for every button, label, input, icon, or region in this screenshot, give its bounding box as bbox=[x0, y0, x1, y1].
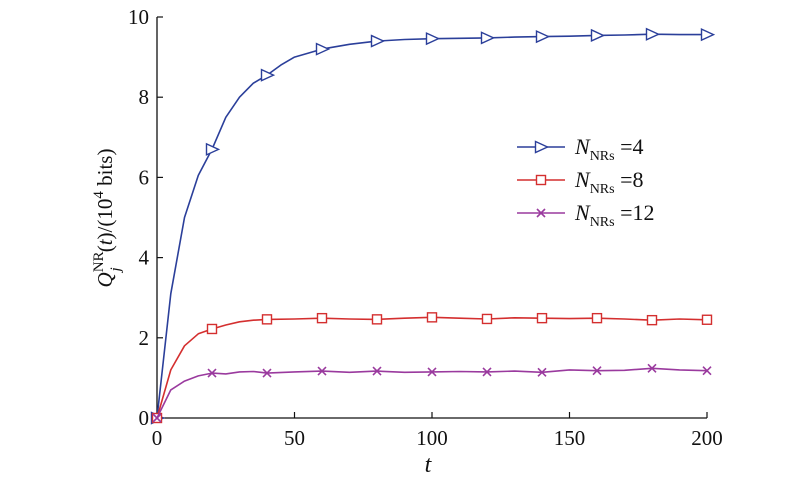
triangle-marker bbox=[645, 27, 661, 41]
triangle-marker bbox=[590, 28, 606, 43]
legend-label: NNRs =12 bbox=[574, 200, 655, 230]
x-marker bbox=[537, 367, 547, 377]
triangle-marker bbox=[205, 142, 221, 156]
y-tick-label: 0 bbox=[139, 406, 150, 430]
x-marker bbox=[152, 413, 162, 423]
square-marker bbox=[591, 312, 603, 324]
legend-label-symbol: N bbox=[574, 200, 591, 225]
y-tick-label: 8 bbox=[139, 85, 150, 109]
y-tick-label: 6 bbox=[139, 165, 150, 189]
legend-label-value: =12 bbox=[615, 200, 655, 225]
square-marker bbox=[261, 314, 273, 325]
legend-label: NNRs =4 bbox=[574, 134, 644, 164]
legend-triangle-marker bbox=[534, 140, 550, 154]
legend-label: NNRs =8 bbox=[574, 167, 644, 197]
y-axis-title: QNRj (t)/(104 bits) bbox=[91, 149, 124, 288]
legend-label-symbol: N bbox=[574, 167, 591, 192]
square-marker bbox=[371, 314, 383, 325]
x-tick-label: 200 bbox=[691, 426, 723, 450]
triangle-marker bbox=[480, 31, 496, 45]
square-marker bbox=[646, 314, 658, 326]
y-tick-label: 2 bbox=[139, 326, 150, 350]
axis-ticks: 0 50 100 150 200 0 2 4 6 8 10 bbox=[128, 5, 723, 450]
triangle-marker bbox=[700, 28, 716, 42]
series-2 bbox=[151, 312, 713, 424]
x-marker bbox=[262, 368, 272, 378]
x-tick-label: 50 bbox=[284, 426, 305, 450]
series-line bbox=[156, 33, 707, 419]
y-axis-title-main: Q bbox=[93, 272, 117, 287]
y-axis-title-subscript: j bbox=[108, 267, 124, 273]
y-axis-title-variable: t bbox=[93, 238, 117, 245]
legend-label-subscript: NRs bbox=[590, 149, 615, 164]
y-tick-label: 4 bbox=[139, 246, 150, 270]
legend-square-marker bbox=[535, 174, 547, 186]
series-layer bbox=[150, 27, 716, 425]
y-axis-title-unit: bits) bbox=[93, 149, 117, 192]
series-line bbox=[156, 316, 708, 419]
y-tick-label: 10 bbox=[128, 5, 149, 29]
x-marker bbox=[702, 366, 712, 376]
x-marker bbox=[482, 367, 492, 377]
legend-label-value: =8 bbox=[615, 167, 644, 192]
legend-entry: NNRs =8 bbox=[517, 167, 644, 197]
square-marker bbox=[701, 314, 713, 325]
square-marker bbox=[536, 312, 548, 324]
triangle-marker bbox=[370, 34, 386, 48]
square-marker bbox=[426, 312, 438, 323]
series-3 bbox=[152, 363, 712, 423]
series-line bbox=[156, 367, 708, 419]
x-marker bbox=[647, 363, 657, 373]
square-marker bbox=[316, 312, 328, 324]
x-tick-label: 100 bbox=[416, 426, 448, 450]
x-marker bbox=[427, 367, 437, 377]
legend-label-subscript: NRs bbox=[590, 182, 615, 197]
legend-entry: NNRs =12 bbox=[517, 200, 655, 230]
y-axis-title-mid: )/(10 bbox=[93, 199, 117, 240]
legend-label-symbol: N bbox=[574, 134, 591, 159]
square-marker bbox=[206, 323, 218, 335]
x-axis-title: t bbox=[425, 452, 433, 478]
legend-entry: NNRs =4 bbox=[517, 134, 644, 164]
triangle-marker bbox=[425, 32, 441, 46]
x-marker bbox=[207, 368, 217, 378]
x-tick-label: 150 bbox=[554, 426, 586, 450]
y-axis-title-superscript: NR bbox=[91, 251, 107, 272]
triangle-marker bbox=[315, 42, 331, 56]
y-axis-title-open: ( bbox=[93, 245, 117, 252]
legend-label-value: =4 bbox=[615, 134, 644, 159]
x-marker bbox=[317, 366, 327, 376]
x-marker bbox=[592, 366, 602, 376]
plot-area: 0 50 100 150 200 0 2 4 6 8 10 bbox=[128, 5, 723, 450]
x-tick-label: 0 bbox=[152, 426, 163, 450]
legend-label-subscript: NRs bbox=[590, 215, 615, 230]
triangle-marker bbox=[260, 68, 276, 82]
series-1 bbox=[150, 27, 716, 425]
y-axis-title-power: 4 bbox=[91, 191, 107, 199]
x-marker bbox=[372, 366, 382, 376]
triangle-marker bbox=[535, 30, 551, 44]
legend-x-marker bbox=[536, 208, 546, 218]
square-marker bbox=[481, 313, 493, 325]
